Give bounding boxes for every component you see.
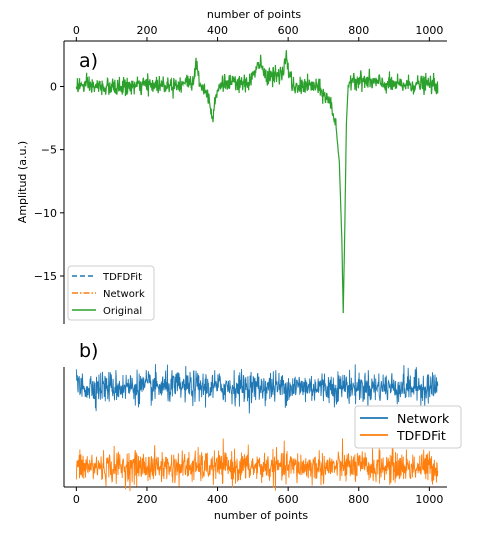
top-x-axis: 0 200 400 600 800 1000 — [73, 24, 443, 41]
x-tick-label: 1000 — [415, 493, 443, 506]
x-axis-label: number of points — [214, 509, 309, 522]
x-tick-label: 800 — [348, 493, 369, 506]
series-line-original — [75, 50, 439, 314]
x-tick-label: 400 — [207, 24, 228, 37]
y-tick-label: −5 — [41, 144, 57, 157]
legend-frame — [67, 265, 155, 321]
x-tick-label: 200 — [136, 24, 157, 37]
top-x-axis-label: number of points — [207, 8, 302, 21]
x-tick-label: 600 — [278, 493, 299, 506]
x-axis: 0 200 400 600 800 1000 — [73, 487, 443, 506]
legend: Network TDFDFit — [354, 405, 462, 449]
x-tick-label: 0 — [73, 493, 80, 506]
y-tick-label: −10 — [34, 207, 57, 220]
plot-area — [75, 50, 439, 314]
x-tick-label: 600 — [278, 24, 299, 37]
legend-label-network: Network — [397, 411, 450, 426]
y-tick-label: −15 — [34, 270, 57, 283]
x-tick-label: 400 — [207, 493, 228, 506]
panel-a-label: a) — [79, 50, 98, 72]
panel-a: number of points 0 200 400 600 800 1000 0 −5 −1… — [16, 8, 447, 324]
x-tick-label: 800 — [348, 24, 369, 37]
y-tick-label: 0 — [50, 80, 57, 93]
x-tick-label: 200 — [136, 493, 157, 506]
x-tick-label: 0 — [73, 24, 80, 37]
legend-frame — [354, 405, 462, 449]
y-axis-label: Amplitud (a.u.) — [16, 141, 29, 223]
panel-b: 0 200 400 600 800 1000 number of points b) Ne… — [63, 340, 462, 522]
legend: TDFDFit Network Original — [67, 265, 155, 321]
legend-label-network: Network — [103, 289, 145, 300]
series-line-tdfdfit — [75, 438, 439, 492]
y-axis: 0 −5 −10 −15 — [34, 80, 64, 283]
series-line-network — [75, 364, 439, 415]
legend-label-tdfdfit: TDFDFit — [396, 428, 446, 443]
plot-area — [75, 364, 439, 492]
x-tick-label: 1000 — [415, 24, 443, 37]
legend-label-tdfdfit: TDFDFit — [102, 272, 142, 283]
panel-b-label: b) — [79, 340, 98, 362]
legend-label-original: Original — [103, 306, 142, 317]
